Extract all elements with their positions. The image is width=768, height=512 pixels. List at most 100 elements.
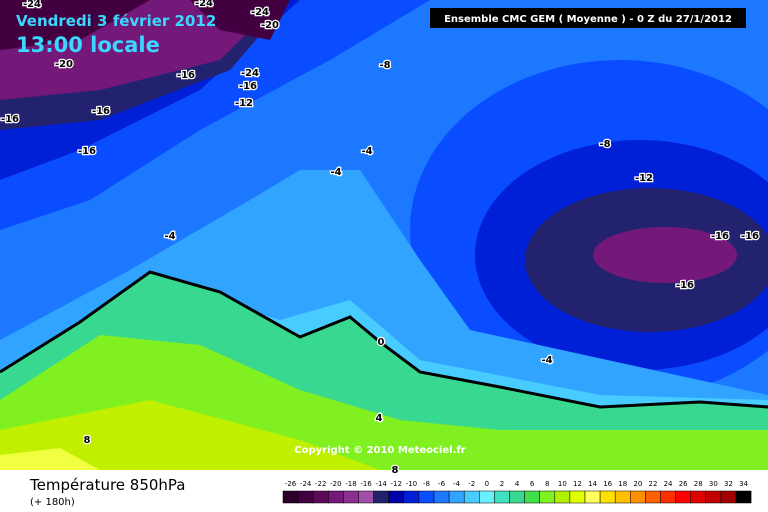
contour-label: -4 — [541, 355, 552, 366]
legend-swatch — [479, 490, 495, 504]
legend-label: 22 — [648, 480, 657, 488]
contour-label: -4 — [164, 231, 175, 242]
model-info: Ensemble CMC GEM ( Moyenne ) - 0 Z du 27… — [444, 14, 732, 25]
legend-swatch — [433, 490, 450, 504]
legend-swatch — [599, 490, 616, 504]
contour-label: -16 — [92, 106, 110, 117]
contour-label: 8 — [84, 435, 91, 446]
legend-label: -16 — [360, 480, 372, 488]
legend-swatch — [403, 490, 420, 504]
time: 13:00 locale — [16, 33, 160, 57]
legend-label: 30 — [709, 480, 718, 488]
legend-label: 4 — [515, 480, 520, 488]
contour-label: -12 — [635, 173, 653, 184]
legend-label: -2 — [468, 480, 475, 488]
legend-swatch — [282, 490, 299, 504]
legend-label: -18 — [345, 480, 356, 488]
legend-swatch — [705, 490, 722, 504]
contour-label: -20 — [261, 20, 279, 31]
legend-label: 18 — [618, 480, 627, 488]
cold-band — [593, 227, 737, 283]
contour-label: -8 — [599, 139, 610, 150]
legend-label: -8 — [423, 480, 430, 488]
contour-label: -16 — [1, 114, 19, 125]
legend-swatch — [630, 490, 646, 504]
legend-label: 20 — [633, 480, 642, 488]
legend-swatch — [660, 490, 676, 504]
legend-label: -4 — [453, 480, 461, 488]
legend-swatch — [569, 490, 586, 504]
legend-label: 6 — [530, 480, 535, 488]
legend-swatch — [388, 490, 405, 504]
contour-label: -16 — [676, 280, 694, 291]
contour-label: 8 — [392, 465, 399, 476]
contour-label: -8 — [379, 60, 390, 71]
legend-swatch — [690, 490, 707, 504]
legend-swatch — [720, 490, 737, 504]
warm-band — [0, 448, 100, 470]
warm-band — [0, 400, 380, 470]
legend-swatch — [297, 490, 314, 504]
contour-label: -24 — [251, 7, 269, 18]
legend-label: 2 — [500, 480, 504, 488]
contour-label: -20 — [55, 59, 73, 70]
contour-label: -4 — [330, 167, 341, 178]
legend-label: 24 — [664, 480, 673, 488]
legend-label: 8 — [545, 480, 549, 488]
legend-label: 26 — [679, 480, 688, 488]
legend-label: -14 — [375, 480, 387, 488]
legend-label: -26 — [285, 480, 297, 488]
contour-label: -4 — [361, 146, 372, 157]
footer-title: Température 850hPa — [29, 476, 186, 494]
footer-lead: (+ 180h) — [30, 497, 75, 508]
cold-band — [0, 0, 150, 50]
legend-label: -6 — [438, 480, 446, 488]
legend-swatch — [463, 490, 480, 504]
legend-swatch — [373, 490, 389, 504]
legend-swatch — [524, 490, 540, 504]
cold-band — [190, 0, 290, 40]
contour-label: -24 — [23, 0, 41, 10]
legend-swatch — [448, 490, 465, 504]
legend-label: -20 — [330, 480, 341, 488]
legend-swatch — [735, 490, 752, 504]
contour-label: -16 — [239, 81, 257, 92]
legend-label: -12 — [391, 480, 402, 488]
zero-isotherm — [0, 270, 768, 409]
legend-label: 28 — [694, 480, 703, 488]
legend-label: 14 — [588, 480, 597, 488]
legend-swatch — [509, 490, 525, 504]
legend-swatch — [584, 490, 601, 504]
legend-label: 0 — [485, 480, 489, 488]
legend-swatch — [358, 490, 374, 504]
legend-label: 10 — [558, 480, 567, 488]
contour-label: 4 — [376, 413, 383, 424]
contour-label: -12 — [235, 98, 253, 109]
legend-label: -22 — [315, 480, 326, 488]
legend-swatch — [418, 490, 435, 504]
legend-swatch — [343, 490, 359, 504]
legend-label: 12 — [573, 480, 582, 488]
contour-label: -24 — [241, 68, 259, 79]
date: Vendredi 3 février 2012 — [16, 12, 216, 30]
contour-label: -16 — [741, 231, 759, 242]
contour-label: -16 — [711, 231, 729, 242]
legend-swatch — [312, 490, 329, 504]
legend-swatch — [494, 490, 510, 504]
legend-swatch — [645, 490, 661, 504]
legend-swatch — [614, 490, 631, 504]
contour-label: -16 — [177, 70, 195, 81]
legend-label: -10 — [406, 480, 417, 488]
copyright: Copyright © 2010 Meteociel.fr — [294, 445, 465, 456]
legend-swatch — [328, 490, 344, 504]
legend-swatch — [539, 490, 556, 504]
legend-label: -24 — [300, 480, 312, 488]
contour-label: -16 — [78, 146, 96, 157]
legend-swatch — [675, 490, 691, 504]
legend-label: 32 — [724, 480, 733, 488]
legend-label: 16 — [603, 480, 612, 488]
legend-swatch — [554, 490, 571, 504]
model-box — [430, 8, 746, 28]
contour-label: 0 — [378, 337, 385, 348]
